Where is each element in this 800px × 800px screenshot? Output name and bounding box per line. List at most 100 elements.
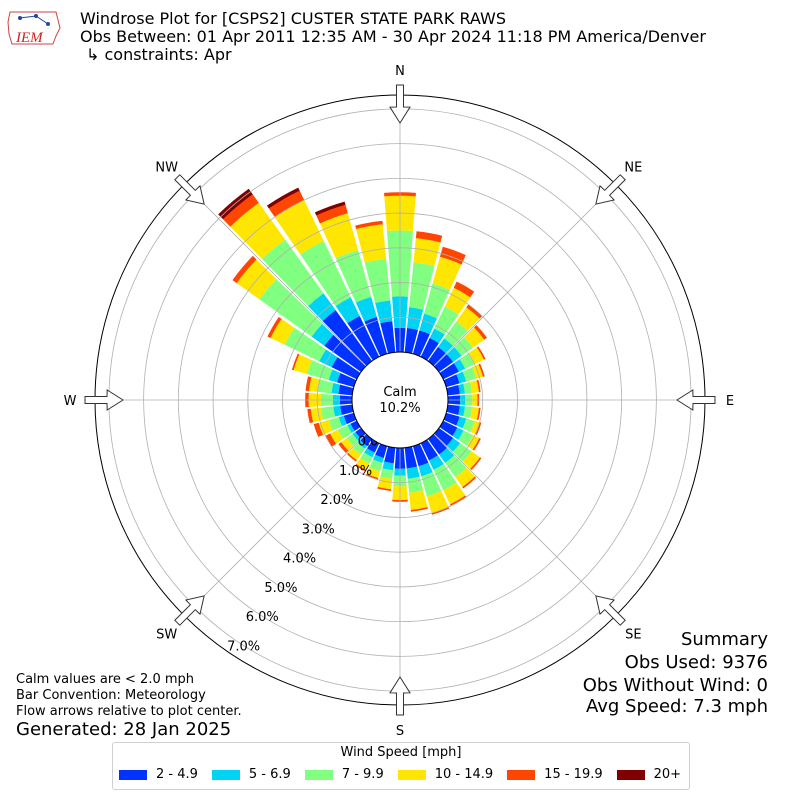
summary-title: Summary — [681, 629, 768, 650]
windrose-bar-segment — [311, 323, 334, 346]
windrose-bar-segment — [446, 404, 460, 415]
windrose-bar-segment — [427, 346, 446, 366]
compass-label: NW — [155, 161, 178, 176]
legend-item: 15 - 19.9 — [507, 767, 603, 782]
windrose-bar-segment — [462, 476, 477, 489]
windrose-bar-segment — [472, 437, 481, 451]
legend-item: 5 - 6.9 — [211, 767, 291, 782]
flow-arrows — [84, 84, 716, 716]
windrose-bar-segment — [476, 379, 481, 393]
windrose-bar-segment — [475, 422, 482, 435]
windrose-bar-segment — [409, 490, 428, 510]
windrose-bar-segment — [364, 258, 391, 304]
grid-spoke — [433, 184, 616, 367]
windrose-bar-segment — [476, 407, 481, 421]
flow-arrow-icon — [676, 389, 716, 411]
windrose-bar-segment — [412, 443, 429, 467]
windrose-bar-segment — [410, 507, 428, 512]
windrose-bar-segment — [459, 353, 475, 369]
radial-label: 6.0% — [246, 610, 279, 625]
windrose-bar-segment — [375, 300, 393, 324]
flow-arrow-icon — [389, 676, 411, 716]
constraints: ↳ constraints: Apr — [86, 45, 232, 64]
windrose-bar-segment — [356, 224, 387, 263]
windrose-bar-segment — [438, 338, 454, 354]
windrose-bar-segment — [230, 202, 286, 260]
windrose-bar-segment — [331, 357, 361, 380]
windrose-bar-segment — [333, 405, 342, 417]
summary-obs-used: Obs Used: 9376 — [624, 652, 768, 673]
windrose-bar-segment — [328, 369, 341, 383]
windrose-bar-segment — [335, 297, 360, 324]
windrose-bar-segment — [356, 458, 370, 470]
compass-label: N — [395, 64, 405, 79]
windrose-bar-segment — [462, 451, 480, 469]
windrose-bar-segment — [439, 363, 459, 380]
legend-swatch — [507, 769, 536, 780]
windrose-bar-segment — [261, 239, 324, 307]
compass-label: SW — [156, 627, 177, 642]
windrose-bar-segment — [357, 440, 368, 449]
windrose-bars — [218, 187, 488, 515]
compass-label: NE — [624, 161, 642, 176]
windrose-bar-segment — [365, 473, 379, 480]
flow-arrow-icon — [84, 389, 124, 411]
windrose-bar-segment — [452, 427, 464, 440]
windrose-bar-segment — [446, 385, 460, 396]
bar-convention-note: Bar Convention: Meteorology — [16, 688, 206, 703]
grid-spoke — [433, 433, 616, 616]
legend-swatch — [119, 769, 147, 780]
windrose-bar-segment — [347, 315, 380, 361]
legend-item: 7 - 9.9 — [304, 767, 384, 782]
legend-swatch — [211, 769, 240, 780]
windrose-bar-segment — [406, 466, 420, 479]
windrose-bar-segment — [466, 434, 480, 450]
windrose-bar-segment — [432, 256, 462, 290]
windrose-bar-segment — [443, 374, 460, 388]
windrose-bar-segment — [468, 347, 485, 365]
windrose-bar-segment — [266, 187, 300, 209]
legend-item: 20+ — [616, 767, 681, 782]
windrose-bar-segment — [443, 482, 466, 505]
windrose-bar-segment — [372, 454, 384, 463]
windrose-bar-segment — [450, 495, 467, 506]
legend-swatch — [616, 769, 645, 780]
windrose-bar-segment — [473, 325, 488, 340]
windrose-bar-segment — [317, 379, 334, 394]
windrose-bar-segment — [426, 491, 449, 514]
windrose-bar-segment — [456, 416, 467, 429]
windrose-bar-segment — [307, 408, 314, 424]
calm-circle-shape — [351, 351, 449, 449]
windrose-bar-segment — [348, 447, 361, 461]
windrose-bar-segment — [259, 278, 323, 337]
windrose-bar-segment — [337, 425, 352, 439]
flow-arrow-icon — [389, 84, 411, 124]
windrose-bar-segment — [321, 406, 336, 420]
windrose-bar-segment — [420, 439, 438, 461]
windrose-bar-segment — [274, 200, 324, 255]
logo-text: IEM — [16, 30, 43, 46]
legend-label: 7 - 9.9 — [341, 767, 384, 782]
windrose-bar-segment — [306, 360, 333, 381]
windrose-bar-segment — [445, 455, 467, 478]
windrose-bar-segment — [443, 412, 460, 426]
windrose-bar-segment — [324, 334, 366, 373]
summary-avg-speed: Avg Speed: 7.3 mph — [586, 696, 768, 717]
windrose-bar-segment — [366, 467, 381, 479]
windrose-bar-segment — [428, 455, 444, 470]
chart-title: Windrose Plot for [CSPS2] CUSTER STATE P… — [80, 9, 506, 28]
windrose-bar-segment — [338, 415, 347, 427]
compass-label: SE — [625, 627, 641, 642]
windrose-bar-segment — [331, 382, 341, 394]
windrose-bar-segment — [427, 434, 447, 455]
radial-label: 7.0% — [227, 640, 260, 655]
flow-arrow-icon — [595, 174, 626, 205]
windrose-bar-segment — [305, 376, 312, 392]
windrose-bar-segment — [446, 438, 461, 452]
obs-range: Obs Between: 01 Apr 2011 12:35 AM - 30 A… — [80, 27, 706, 46]
windrose-bar-segment — [415, 231, 443, 243]
windrose-bar-segment — [470, 457, 482, 471]
grid-spoke — [184, 433, 367, 616]
windrose-bar-segment — [463, 382, 472, 394]
windrose-bar-segment — [316, 204, 348, 224]
